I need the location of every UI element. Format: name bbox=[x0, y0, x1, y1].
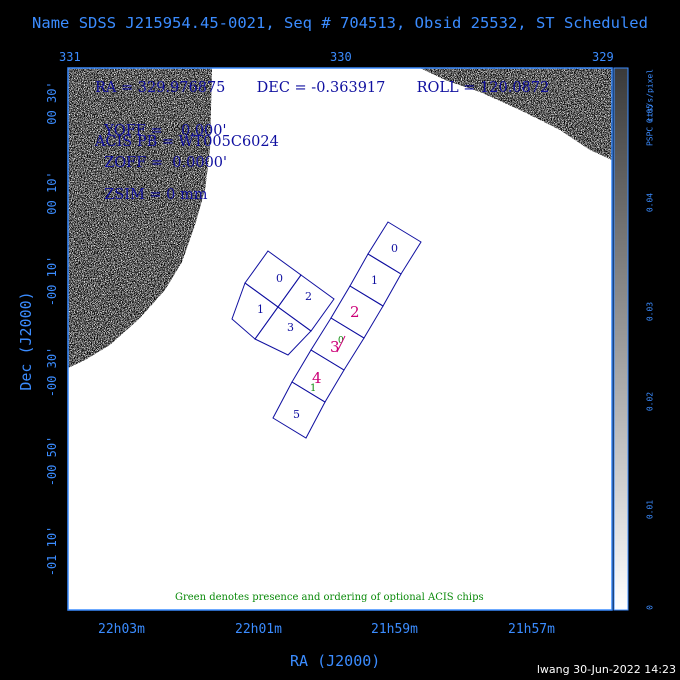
plot-frame bbox=[67, 67, 613, 611]
colorbar-tick-0.02: 0.02 bbox=[645, 391, 655, 412]
acis-i-label-3: 3 bbox=[287, 321, 294, 334]
acis-pb-value: ACIS PB = WT005C6024 bbox=[95, 134, 279, 150]
colorbar-tick-0.03: 0.03 bbox=[645, 301, 655, 322]
x-tick-22h01m: 22h01m bbox=[235, 622, 282, 637]
zoff-value: ZOFF = 0.0000' bbox=[104, 155, 228, 171]
colorbar bbox=[613, 67, 629, 611]
colorbar-tick-0.05: 0.05 bbox=[645, 103, 655, 124]
info-line-1: RA = 329.976875 DEC = -0.363917 ROLL = 1… bbox=[95, 80, 549, 96]
acis-i-label-1: 1 bbox=[257, 303, 264, 316]
acis-i-label-0: 0 bbox=[276, 272, 283, 285]
acis-s-array bbox=[272, 221, 422, 439]
acis-i-label-2: 2 bbox=[305, 290, 312, 303]
ra-value: RA = 329.976875 bbox=[95, 80, 226, 96]
colorbar-tick-0.04: 0.04 bbox=[645, 192, 655, 213]
acis-s-label-2: 2 bbox=[350, 303, 360, 321]
zsim-value: ZSIM = 0 mm bbox=[104, 187, 208, 203]
colorbar-tick-0.01: 0.01 bbox=[645, 499, 655, 520]
x-axis-label: RA (J2000) bbox=[290, 652, 381, 670]
acis-i-chip-3 bbox=[254, 306, 312, 356]
x-tick-22h03m: 22h03m bbox=[98, 622, 145, 637]
acis-s-label-4: 4 bbox=[312, 369, 322, 387]
acis-s-label-0: 0 bbox=[391, 242, 398, 255]
footer-timestamp: lwang 30-Jun-2022 14:23 bbox=[536, 663, 676, 676]
page-title: Name SDSS J215954.45-0021, Seq # 704513,… bbox=[32, 14, 648, 32]
top-tick-330: 330 bbox=[330, 50, 352, 64]
optional-chips-note: Green denotes presence and ordering of o… bbox=[175, 592, 484, 603]
optional-chip-marker-1: 1 bbox=[310, 383, 316, 394]
acis-s-label-3: 3 bbox=[330, 338, 340, 356]
acis-i-array bbox=[231, 250, 335, 356]
x-tick-21h57m: 21h57m bbox=[508, 622, 555, 637]
acis-s-label-5: 5 bbox=[293, 408, 300, 421]
top-tick-329: 329 bbox=[592, 50, 614, 64]
dec-value: DEC = -0.363917 bbox=[256, 80, 386, 96]
optional-chip-marker-0: 0 bbox=[338, 336, 344, 346]
acis-s-chip-5 bbox=[272, 381, 326, 439]
x-tick-21h59m: 21h59m bbox=[371, 622, 418, 637]
info-line-2: YOFF = 0.000' ZOFF = 0.0000' ZSIM = 0 mm bbox=[95, 107, 227, 203]
aimpoint-marker bbox=[336, 335, 346, 353]
acis-s-label-1: 1 bbox=[371, 274, 378, 287]
roll-value: ROLL = 120.0872 bbox=[416, 80, 550, 96]
yoff-value: YOFF = 0.000' bbox=[104, 123, 227, 139]
top-tick-331: 331 bbox=[59, 50, 81, 64]
colorbar-tick-0: 0 bbox=[645, 605, 655, 610]
